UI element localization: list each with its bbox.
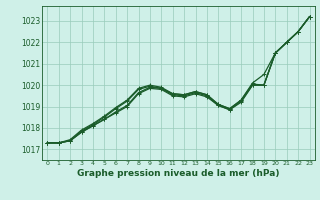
- X-axis label: Graphe pression niveau de la mer (hPa): Graphe pression niveau de la mer (hPa): [77, 169, 280, 178]
